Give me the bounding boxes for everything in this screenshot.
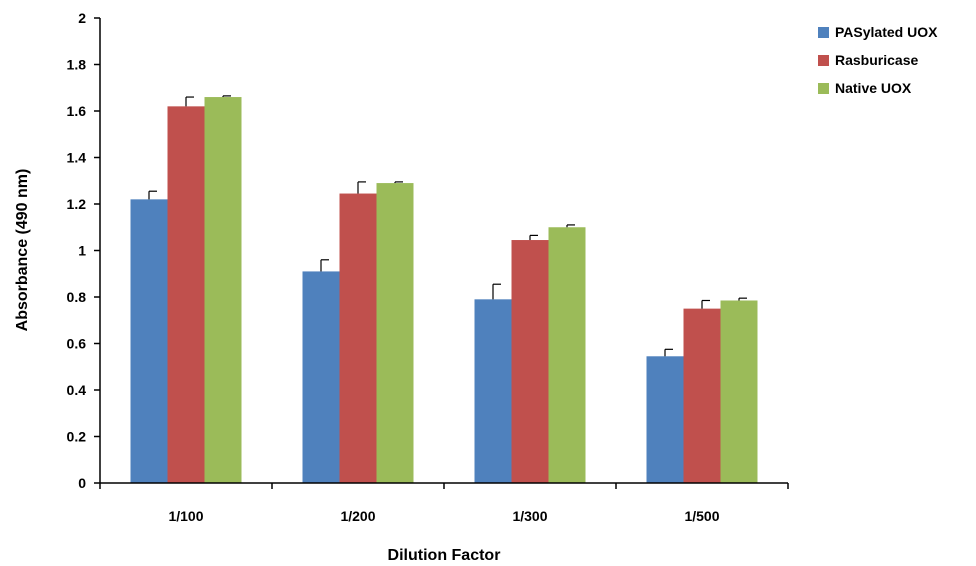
y-tick-label-5: 1: [78, 243, 86, 259]
y-tick-label-4: 0.8: [67, 289, 87, 305]
bar-2-2: [548, 227, 586, 483]
y-tick-label-1: 0.2: [67, 429, 87, 445]
x-axis: 1/100 1/200 1/300 1/500: [99, 482, 789, 524]
legend-label-1: Rasburicase: [835, 52, 918, 68]
y-tick-label-6: 1.2: [67, 196, 87, 212]
y-tick-label-10: 2: [78, 10, 86, 26]
legend-swatch-2: [818, 83, 829, 94]
legend-label-2: Native UOX: [835, 80, 912, 96]
x-tick-label-2: 1/300: [512, 508, 547, 524]
y-tick-label-9: 1.8: [67, 57, 87, 73]
x-axis-title: Dilution Factor: [388, 547, 501, 564]
x-tick-label-0: 1/100: [168, 508, 203, 524]
bar-2-1: [376, 183, 414, 483]
bar-0-2: [474, 299, 512, 483]
bar-0-1: [302, 271, 340, 483]
bar-0-0: [130, 199, 168, 483]
y-tick-label-3: 0.6: [67, 336, 87, 352]
bar-1-1: [339, 193, 377, 483]
bar-2-3: [720, 300, 758, 483]
bar-1-3: [683, 308, 721, 483]
legend-swatch-1: [818, 55, 829, 66]
x-tick-label-3: 1/500: [684, 508, 719, 524]
bar-1-0: [167, 106, 205, 483]
y-tick-label-0: 0: [78, 475, 86, 491]
bar-1-2: [511, 240, 549, 483]
y-tick-label-8: 1.6: [67, 103, 87, 119]
y-tick-label-2: 0.4: [67, 382, 87, 398]
legend: PASylated UOX Rasburicase Native UOX: [818, 24, 938, 96]
y-axis-title: Absorbance (490 nm): [14, 169, 31, 332]
x-tick-label-1: 1/200: [340, 508, 375, 524]
legend-swatch-0: [818, 27, 829, 38]
legend-label-0: PASylated UOX: [835, 24, 938, 40]
error-bars-group: [148, 95, 747, 357]
bar-2-0: [204, 97, 242, 484]
y-axis: 0 0.2 0.4 0.6 0.8 1 1.2 1.4 1.6 1.8 2: [67, 10, 101, 491]
y-tick-label-7: 1.4: [67, 150, 87, 166]
bar-0-3: [646, 356, 684, 483]
bars-group: [130, 97, 758, 484]
